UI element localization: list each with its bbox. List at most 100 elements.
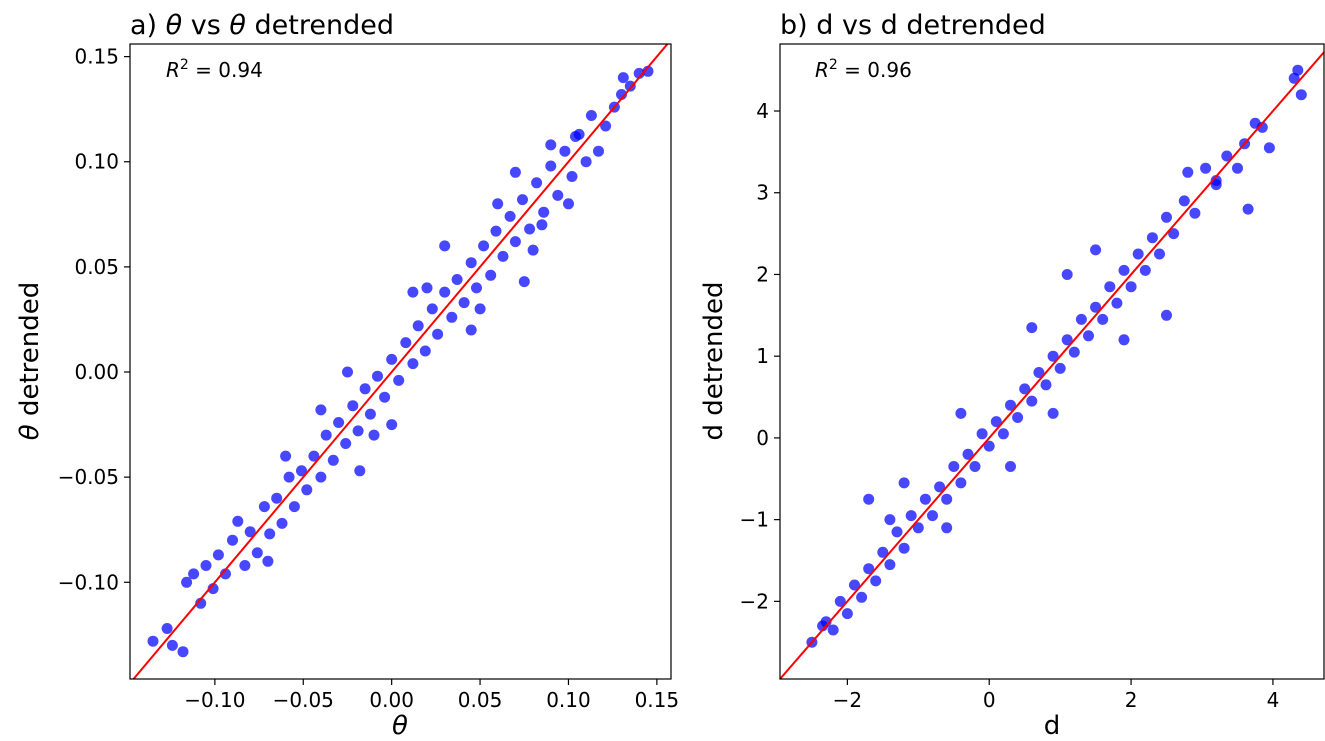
panel-a-y-tick-label: −0.05 (58, 465, 119, 489)
panel-a-data-point (566, 171, 578, 182)
panel-a-y-ticks: −0.10 −0.05 0.00 0.05 0.10 0.15 (58, 45, 130, 594)
panel-a-frame (129, 43, 672, 680)
panel-b-data-point (1221, 150, 1233, 162)
panel-a-data-point (227, 534, 238, 546)
panel-a-y-tick-label: 0.10 (74, 150, 119, 174)
panel-b-data-point (877, 546, 889, 558)
panel-a-x-label: θ (392, 711, 408, 741)
panel-b-x-label: d (1044, 711, 1061, 741)
panel-a-data-point (545, 160, 557, 172)
panel-a-data-point (509, 166, 521, 178)
panel-a-data-point (439, 286, 451, 298)
panel-a-data-point (271, 492, 283, 504)
panel-a-data-point (239, 560, 251, 571)
panel-a-data-point (333, 417, 345, 428)
panel-a-data-point (504, 210, 516, 222)
panel-b-data-point (1132, 248, 1144, 260)
panel-a-data-point (509, 236, 521, 248)
panel-a-x-tick-label: −0.05 (273, 688, 334, 712)
panel-b: b) d vs d detrended −2 0 2 4 −2 −1 0 1 2 3 4 R2 =… (699, 10, 1325, 741)
panel-a-data-point (518, 276, 530, 288)
panel-b-data-point (1026, 395, 1038, 407)
panel-a-data-point (471, 282, 482, 294)
panel-b-data-point (1295, 89, 1307, 101)
panel-b-data-point (983, 440, 995, 452)
panel-a-data-point (258, 501, 270, 513)
panel-b-data-point (827, 624, 839, 636)
panel-b-data-point (919, 493, 931, 505)
panel-a-data-point (458, 297, 470, 309)
panel-b-fit-line (779, 51, 1325, 680)
panel-a-data-point (386, 353, 398, 365)
panel-b-data-point (1161, 309, 1172, 321)
panel-b-points (806, 64, 1307, 648)
panel-a-data-point (559, 145, 571, 157)
panel-a-x-tick-label: 0.05 (458, 688, 503, 712)
panel-b-data-point (1090, 244, 1102, 256)
panel-b-data-point (856, 591, 868, 603)
panel-a-data-point (264, 528, 276, 540)
panel-a-data-point (379, 391, 391, 403)
panel-b-data-point (898, 477, 910, 489)
panel-a-data-point (340, 438, 352, 449)
panel-a-data-point (354, 465, 366, 477)
panel-b-data-point (1118, 264, 1130, 276)
panel-b-data-point (1040, 379, 1052, 391)
panel-b-data-point (1047, 407, 1059, 419)
panel-b-data-point (841, 608, 853, 620)
panel-b-data-point (863, 563, 875, 575)
panel-a-fit-line-group (132, 43, 669, 680)
panel-b-y-tick-label: −2 (740, 589, 769, 613)
panel-b-data-point (1178, 195, 1190, 207)
panel-a-x-tick-label: 0.10 (546, 688, 591, 712)
panel-b-data-point (934, 481, 946, 493)
panel-b-data-point (1189, 207, 1201, 219)
panel-a-data-point (497, 250, 509, 262)
panel-b-y-tick-label: 4 (756, 99, 769, 123)
panel-a-data-point (580, 156, 592, 168)
panel-b-fit-line-group (779, 51, 1325, 680)
panel-a-data-point (527, 244, 539, 256)
panel-b-data-point (1292, 64, 1304, 76)
panel-b-y-tick-label: 2 (756, 262, 769, 286)
panel-a-data-point (552, 189, 564, 201)
panel-b-data-point (1118, 334, 1130, 346)
panel-a-data-point (352, 425, 364, 437)
panel-b-data-point (927, 510, 938, 522)
panel-a-x-tick-label: 0.15 (635, 688, 680, 712)
panel-a-data-point (633, 67, 645, 79)
panel-b-data-point (1139, 264, 1151, 276)
panel-a-data-point (220, 568, 231, 580)
panel-a-data-point (426, 303, 438, 315)
panel-b-data-point (884, 514, 896, 526)
panel-a-data-point (251, 547, 263, 559)
panel-a-y-tick-label: 0.05 (74, 255, 119, 279)
panel-b-data-point (1075, 313, 1087, 325)
panel-a-data-point (400, 337, 412, 349)
panel-a-data-point (195, 597, 207, 609)
panel-a-data-point (545, 139, 557, 151)
panel-b-data-point (955, 407, 967, 419)
panel-a-data-point (280, 450, 292, 462)
panel-b-data-point (1054, 362, 1066, 374)
panel-a-data-point (485, 269, 497, 281)
panel-a-data-point (451, 274, 463, 285)
panel-b-x-ticks: −2 0 2 4 (833, 679, 1279, 712)
panel-b-y-tick-label: 0 (756, 426, 769, 450)
panel-a-data-point (517, 194, 528, 206)
panel-b-data-point (1012, 412, 1024, 423)
panel-a-data-point (593, 145, 604, 157)
panel-a-data-point (315, 404, 327, 416)
panel-a-data-point (147, 635, 159, 647)
panel-b-y-tick-label: 1 (756, 344, 769, 368)
panel-a-data-point (570, 131, 581, 142)
panel-b-data-point (820, 616, 832, 628)
panel-b-data-point (1242, 203, 1254, 215)
panel-a-data-point (531, 177, 543, 189)
panel-a-data-point (412, 320, 424, 332)
panel-a-data-point (490, 225, 502, 237)
panel-a-title: a) θ vs θ detrended (130, 10, 394, 41)
panel-b-y-tick-label: −1 (740, 508, 769, 532)
panel-a-data-point (368, 429, 380, 441)
panel-a-x-tick-label: −0.10 (184, 688, 245, 712)
